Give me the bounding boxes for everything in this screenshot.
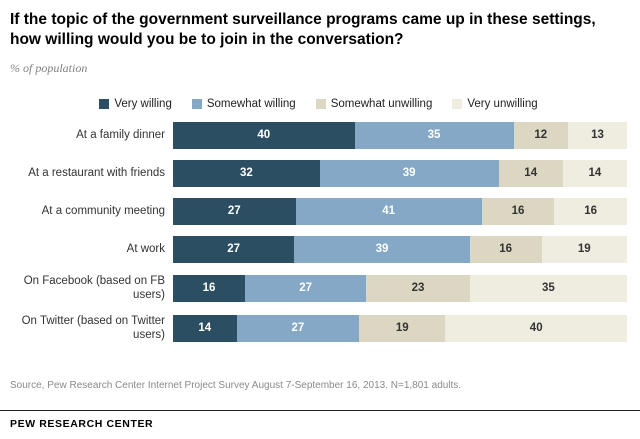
legend-item: Very willing: [99, 98, 172, 110]
legend-item: Somewhat willing: [191, 97, 296, 110]
chart-subtitle: % of population: [10, 60, 88, 75]
source-note: Source, Pew Research Center Internet Pro…: [10, 380, 462, 392]
bar-segment: 27: [173, 197, 296, 225]
bar-stack: 14 27 19 40: [173, 314, 627, 342]
bar-stack: 32 39 14 14: [173, 159, 627, 187]
bar-segment: 13: [567, 121, 627, 149]
bar-segment: 40: [173, 121, 355, 149]
legend-label: Somewhat willing: [206, 97, 296, 110]
legend-swatch: [191, 98, 202, 109]
bar-segment: 14: [498, 159, 563, 187]
chart-row: At work 27 39 16 19: [10, 235, 627, 263]
bar-segment: 41: [295, 197, 482, 225]
category-label: At work: [126, 243, 165, 256]
bar-segment: 14: [173, 314, 237, 342]
legend-item: Very unwilling: [452, 97, 538, 110]
bar-segment: 35: [469, 274, 627, 302]
legend-swatch: [452, 98, 463, 109]
chart-title: If the topic of the government surveilla…: [10, 11, 596, 49]
chart-row: At a restaurant with friends 32 39 14 14: [10, 159, 627, 187]
category-label: On Facebook (based on FB users): [23, 274, 165, 302]
bar-stack: 16 27 23 35: [173, 274, 627, 302]
legend-label: Very willing: [114, 97, 172, 110]
bar-segment: 27: [236, 314, 360, 342]
bar-stack: 27 41 16 16: [173, 197, 627, 225]
bar-segment: 16: [481, 197, 555, 225]
chart-rows: At a family dinner 40 35 12 13 At a restauran…: [10, 121, 627, 343]
legend-label: Very unwilling: [467, 97, 538, 110]
chart-row: At a community meeting 27 41 16 16: [10, 197, 627, 225]
legend-swatch: [315, 98, 326, 109]
category-label: At a restaurant with friends: [28, 167, 165, 180]
bar-segment: 19: [359, 314, 446, 342]
bar-segment: 16: [554, 197, 627, 225]
bar-segment: 16: [469, 235, 542, 263]
bar-segment: 14: [562, 159, 627, 187]
bar-segment: 12: [513, 121, 568, 149]
bar-segment: 32: [173, 159, 320, 187]
legend-swatch: [99, 98, 110, 109]
legend-label: Somewhat unwilling: [330, 97, 433, 110]
bar-segment: 35: [354, 121, 514, 149]
legend: Very willing Somewhat willing Somewhat unw…: [10, 98, 627, 110]
chart-row: On Facebook (based on FB users) 16 27 23 35: [10, 274, 627, 303]
bar-segment: 39: [294, 235, 470, 263]
legend-item: Somewhat unwilling: [315, 97, 433, 110]
bar-segment: 23: [366, 274, 470, 302]
category-label: At a family dinner: [76, 129, 165, 142]
bar-segment: 27: [173, 235, 295, 263]
footer-brand: PEW RESEARCH CENTER: [0, 410, 640, 439]
bar-segment: 19: [541, 235, 627, 263]
chart-container: If the topic of the government surveilla…: [10, 11, 627, 392]
bar-segment: 39: [319, 159, 499, 187]
category-label: On Twitter (based on Twitter users): [21, 314, 165, 342]
bar-segment: 16: [173, 274, 245, 302]
bar-stack: 27 39 16 19: [173, 235, 627, 263]
category-label: At a community meeting: [41, 205, 165, 218]
bar-segment: 40: [445, 314, 627, 342]
chart-row: On Twitter (based on Twitter users) 14 27 1…: [10, 314, 627, 343]
bar-stack: 40 35 12 13: [173, 121, 627, 149]
bar-segment: 27: [244, 274, 367, 302]
chart-row: At a family dinner 40 35 12 13: [10, 121, 627, 149]
